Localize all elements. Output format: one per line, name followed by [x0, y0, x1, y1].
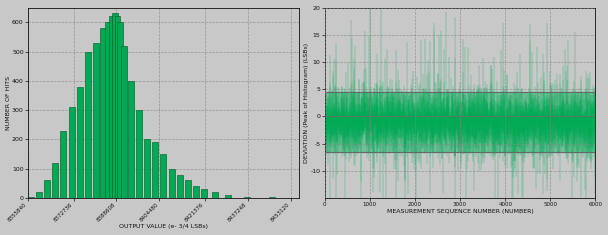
Bar: [52, 163, 58, 198]
Bar: [161, 154, 167, 198]
Bar: [269, 197, 275, 198]
Bar: [153, 142, 158, 198]
X-axis label: MEASUREMENT SEQUENCE NUMBER (NUMBER): MEASUREMENT SEQUENCE NUMBER (NUMBER): [387, 209, 533, 214]
Bar: [136, 110, 142, 198]
Bar: [212, 192, 218, 198]
Bar: [177, 175, 182, 198]
Bar: [121, 46, 127, 198]
Bar: [244, 196, 250, 198]
Bar: [44, 180, 50, 198]
Bar: [93, 43, 99, 198]
Bar: [69, 107, 75, 198]
Bar: [77, 87, 83, 198]
Bar: [112, 13, 118, 198]
Bar: [28, 196, 34, 198]
Bar: [185, 180, 191, 198]
Bar: [100, 28, 106, 198]
Bar: [128, 81, 134, 198]
Bar: [226, 195, 231, 198]
Bar: [105, 22, 111, 198]
Bar: [144, 139, 150, 198]
Y-axis label: DEVIATION (Peak of Histogram) (LSBs): DEVIATION (Peak of Histogram) (LSBs): [304, 43, 309, 163]
Bar: [168, 169, 174, 198]
Bar: [114, 16, 120, 198]
Bar: [325, 92, 595, 152]
Bar: [201, 189, 207, 198]
Bar: [60, 131, 66, 198]
Bar: [109, 16, 115, 198]
Bar: [36, 192, 42, 198]
Bar: [193, 186, 199, 198]
Y-axis label: NUMBER OF HITS: NUMBER OF HITS: [5, 76, 10, 130]
Bar: [85, 51, 91, 198]
Bar: [117, 22, 123, 198]
X-axis label: OUTPUT VALUE (e- 3/4 LSBs): OUTPUT VALUE (e- 3/4 LSBs): [119, 224, 208, 229]
